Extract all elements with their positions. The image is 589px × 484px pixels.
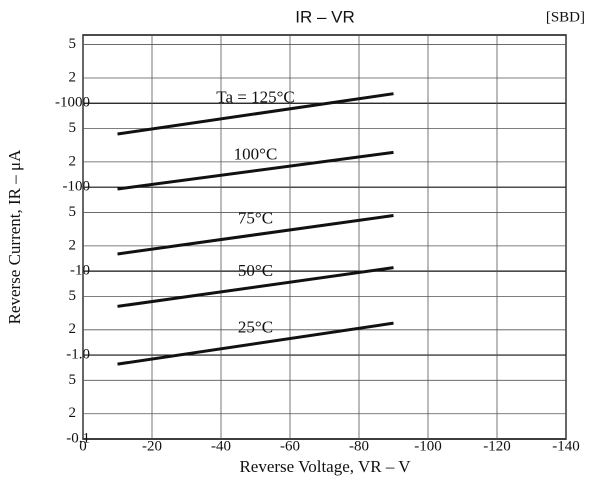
y-tick-label: 5	[69, 36, 77, 52]
x-tick-label: -20	[142, 438, 162, 454]
annotation: [SBD]	[546, 9, 585, 25]
series-line	[117, 214, 394, 256]
x-tick-label: -40	[211, 438, 231, 454]
y-tick-label: 5	[69, 372, 77, 388]
series-line	[117, 150, 394, 191]
y-tick-label: -1.0	[66, 346, 90, 362]
series-label: 25°C	[238, 318, 273, 337]
y-tick-label: -10	[70, 263, 90, 279]
x-tick-label: -80	[349, 438, 369, 454]
chart-title: IR – VR	[295, 7, 355, 26]
x-tick-label: -140	[552, 438, 580, 454]
y-tick-label: 2	[69, 405, 77, 421]
series-label: 75°C	[238, 209, 273, 228]
series-line	[117, 266, 394, 308]
x-tick-label: -120	[483, 438, 511, 454]
x-tick-label: -60	[280, 438, 300, 454]
y-tick-label: 2	[69, 153, 77, 169]
series-label: 100°C	[234, 145, 278, 164]
series-line	[117, 321, 394, 366]
y-axis-label: Reverse Current, IR – μA	[5, 149, 24, 325]
series-label: 50°C	[238, 261, 273, 280]
y-tick-label: 5	[69, 120, 77, 136]
y-tick-label: -1000	[55, 95, 90, 111]
y-tick-label: -100	[63, 179, 91, 195]
y-tick-label: 2	[69, 69, 77, 85]
plot-frame	[82, 34, 567, 440]
series-label: Ta = 125°C	[216, 88, 294, 107]
y-tick-label: 2	[69, 237, 77, 253]
y-tick-label: 5	[69, 204, 77, 220]
series-line	[117, 92, 394, 136]
y-tick-label: 5	[69, 288, 77, 304]
y-tick-label: -0.1	[66, 430, 90, 446]
x-tick-label: 0	[79, 438, 87, 454]
x-axis-label: Reverse Voltage, VR – V	[239, 457, 411, 476]
x-tick-label: -100	[414, 438, 442, 454]
y-tick-label: 2	[69, 321, 77, 337]
